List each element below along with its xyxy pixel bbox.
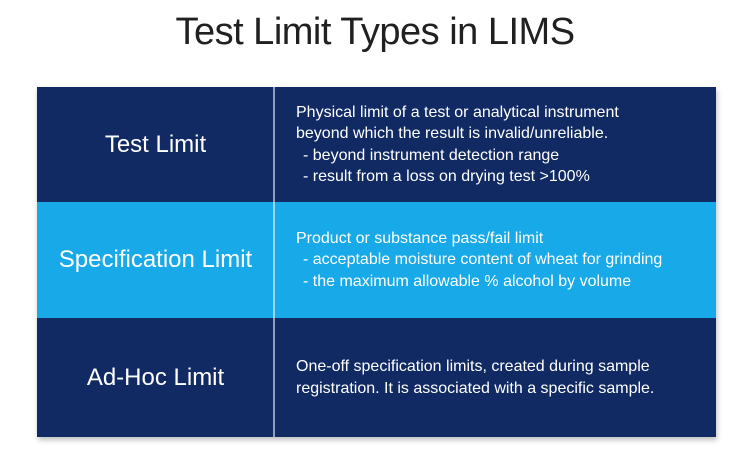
row-description-specification-limit: Product or substance pass/fail limit - a… — [274, 202, 716, 318]
row-description-ad-hoc-limit: One-off specification limits, created du… — [274, 318, 716, 437]
row-label-test-limit: Test Limit — [37, 87, 274, 202]
row-label-specification-limit: Specification Limit — [37, 202, 274, 318]
row-description-test-limit: Physical limit of a test or analytical i… — [274, 87, 716, 202]
description-line: Product or substance pass/fail limit — [296, 229, 544, 247]
slide-title: Test Limit Types in LIMS — [175, 11, 575, 53]
description-line: - acceptable moisture content of wheat f… — [303, 251, 663, 269]
description-line: Physical limit of a test or analytical i… — [296, 103, 619, 121]
limit-types-table: Test Limit Physical limit of a test or a… — [37, 87, 716, 437]
description-line: - the maximum allowable % alcohol by vol… — [303, 272, 632, 290]
row-label-text: Test Limit — [104, 130, 207, 158]
row-label-text: Specification Limit — [58, 246, 253, 273]
description-line: One-off specification limits, created du… — [296, 358, 650, 375]
description-line: registration. It is associated with a sp… — [296, 379, 655, 397]
table-row-ad-hoc-limit: Ad-Hoc Limit One-off specification limit… — [37, 318, 716, 437]
row-label-ad-hoc-limit: Ad-Hoc Limit — [37, 318, 274, 437]
table-row-test-limit: Test Limit Physical limit of a test or a… — [37, 87, 716, 202]
description-line: - result from a loss on drying test >100… — [303, 168, 590, 185]
column-divider — [273, 87, 275, 437]
table-row-specification-limit: Specification Limit Product or substance… — [37, 202, 716, 318]
description-line: beyond which the result is invalid/unrel… — [296, 125, 609, 142]
description-line: - beyond instrument detection range — [303, 146, 560, 164]
row-label-text: Ad-Hoc Limit — [86, 363, 225, 391]
